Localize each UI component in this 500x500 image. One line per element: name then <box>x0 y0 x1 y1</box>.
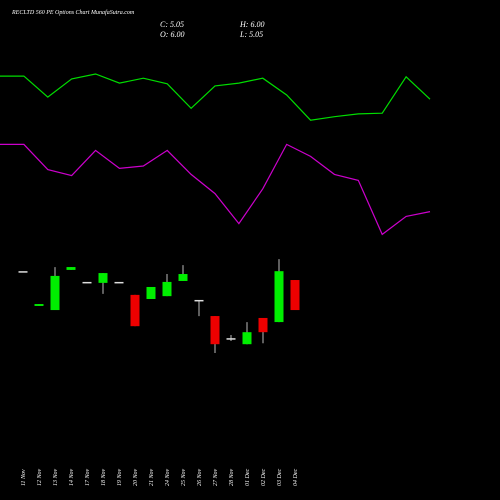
candle-body <box>98 273 108 283</box>
x-tick-label: 17 Nov <box>85 468 91 486</box>
candle-body <box>178 274 188 281</box>
x-tick-label: 01 Dec <box>245 469 251 486</box>
candle-body <box>226 338 236 340</box>
candle-body <box>210 316 220 345</box>
x-tick-label: 14 Nov <box>68 468 75 486</box>
x-tick-label: 11 Nov <box>21 469 27 486</box>
candle-body <box>130 294 140 327</box>
low-label: L: 5.05 <box>239 30 263 39</box>
candle-body <box>194 299 204 302</box>
candle-body <box>18 271 28 273</box>
chart-title: RECLTD 560 PE Options Chart MunafaSutra.… <box>11 9 135 16</box>
candle-body <box>162 281 172 297</box>
candle-body <box>146 286 156 299</box>
x-tick-label: 13 Nov <box>53 468 59 486</box>
x-tick-label: 04 Dec <box>292 469 299 486</box>
candle-body <box>258 317 268 333</box>
close-label: C: 5.05 <box>160 20 184 29</box>
x-tick-label: 12 Nov <box>37 468 43 486</box>
x-tick-label: 03 Dec <box>277 469 283 486</box>
high-label: H: 6.00 <box>239 20 264 29</box>
x-tick-label: 27 Nov <box>213 468 219 486</box>
candle-body <box>274 271 284 323</box>
indicator-line <box>0 73 431 121</box>
candle-body <box>114 281 124 284</box>
x-tick-label: 28 Nov <box>229 468 235 486</box>
candle-body <box>50 275 60 311</box>
open-label: O: 6.00 <box>160 30 184 39</box>
x-tick-label: 25 Nov <box>181 468 187 486</box>
x-tick-label: 20 Nov <box>133 468 139 486</box>
x-tick-label: 18 Nov <box>101 468 107 486</box>
x-tick-label: 19 Nov <box>117 468 123 486</box>
candle-body <box>82 281 92 284</box>
candle-body <box>34 304 44 306</box>
candle-body <box>66 267 76 270</box>
x-tick-label: 21 Nov <box>149 468 155 486</box>
x-tick-label: 26 Nov <box>197 468 203 486</box>
candle-body <box>242 332 252 345</box>
candle-body <box>290 280 300 311</box>
indicator-line <box>0 143 431 236</box>
x-tick-label: 02 Dec <box>261 469 267 486</box>
x-tick-label: 24 Nov <box>164 468 171 486</box>
